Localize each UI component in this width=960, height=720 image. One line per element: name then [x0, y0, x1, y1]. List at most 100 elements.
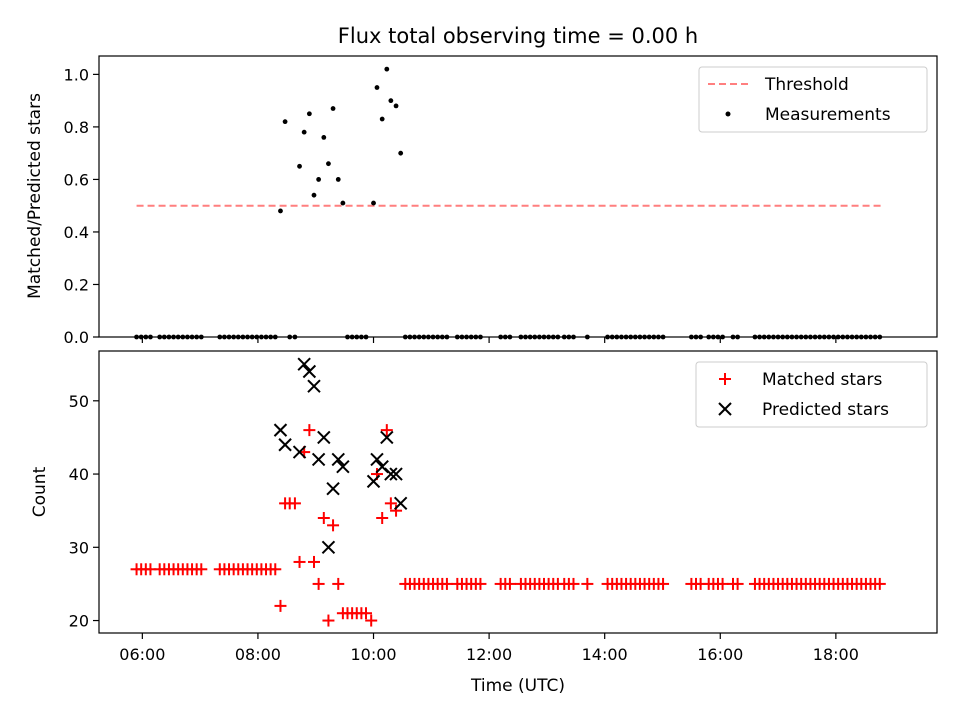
y-tick-label: 0.0 — [64, 328, 89, 347]
matched-star-marker — [581, 577, 594, 590]
matched-star-marker — [474, 577, 487, 590]
matched-star-marker — [288, 497, 301, 510]
matched-star-marker — [716, 577, 729, 590]
matched-star-marker — [567, 577, 580, 590]
measurement-point — [371, 200, 376, 206]
bottom-plot-frame — [98, 350, 938, 634]
legend-measurements-label: Measurements — [765, 105, 891, 125]
measurement-point — [306, 111, 312, 117]
x-axis-label: Time (UTC) — [470, 676, 565, 696]
bottom-y-axis-label: Count — [30, 466, 50, 517]
measurement-point — [393, 103, 399, 109]
predicted-star-marker — [292, 445, 307, 459]
predicted-star-marker — [370, 452, 384, 467]
matched-star-marker — [365, 614, 378, 627]
x-tick-label: 12:00 — [466, 645, 512, 664]
matched-stars-constant-series — [130, 563, 886, 590]
measurement-point — [374, 85, 380, 90]
legend-predicted-label: Predicted stars — [762, 400, 889, 420]
matched-star-marker — [307, 555, 320, 568]
y-tick-label: 0.8 — [64, 118, 89, 137]
predicted-star-marker — [331, 452, 345, 467]
y-tick-label: 30 — [69, 538, 89, 557]
y-tick-label: 20 — [69, 612, 89, 631]
predicted-stars-series — [273, 357, 408, 555]
y-tick-label: 0.2 — [64, 275, 89, 294]
matched-star-marker — [376, 512, 389, 525]
x-tick-label: 14:00 — [582, 645, 628, 664]
matched-star-marker — [269, 563, 282, 576]
matched-star-marker — [274, 599, 287, 612]
x-tick-label: 06:00 — [119, 645, 165, 664]
matched-star-marker — [380, 424, 393, 437]
matched-star-marker — [303, 424, 316, 437]
predicted-star-marker — [336, 460, 350, 474]
top-legend-box — [698, 66, 928, 133]
legend-threshold-label: Threshold — [764, 75, 849, 95]
top-y-axis-label: Matched/Predicted stars — [25, 93, 45, 299]
top-x-ticks — [141, 337, 837, 343]
predicted-star-marker — [278, 438, 292, 452]
predicted-star-marker — [273, 423, 288, 437]
bottom-legend-box — [695, 361, 928, 428]
matched-star-marker — [360, 607, 373, 620]
y-tick-label: 50 — [69, 392, 89, 411]
matched-star-marker — [390, 504, 403, 517]
matched-star-marker — [327, 519, 340, 532]
predicted-star-marker — [297, 357, 311, 371]
predicted-star-marker — [389, 467, 403, 481]
measurement-point — [335, 177, 341, 182]
x-tick-label: 10:00 — [350, 645, 396, 664]
measurement-point — [301, 129, 307, 135]
measurement-point — [278, 208, 283, 214]
top-y-ticks: 0.0 0.2 0.4 0.6 0.8 1.0 — [64, 65, 99, 347]
predicted-star-marker — [317, 430, 331, 445]
x-tick-label: 08:00 — [235, 645, 281, 664]
measurement-point — [388, 98, 394, 104]
bottom-panel: 20 30 40 50 06:00 08:00 10:00 12:00 14:00 16:00 1… — [30, 350, 938, 696]
matched-star-marker — [293, 555, 306, 568]
measurement-point — [311, 192, 317, 198]
measurement-point — [321, 135, 327, 140]
matched-star-marker — [873, 577, 886, 590]
top-panel: 0.0 0.2 0.4 0.6 0.8 1.0 Matched/Predicted sta… — [25, 55, 938, 347]
measurement-point — [398, 150, 404, 156]
matched-star-marker — [440, 577, 453, 590]
predicted-star-marker — [380, 430, 394, 445]
measurement-point — [326, 161, 331, 167]
matched-star-marker — [332, 577, 345, 590]
matched-star-marker — [657, 577, 670, 590]
measurement-point — [379, 116, 385, 122]
measurement-point — [384, 66, 390, 72]
predicted-star-marker — [326, 481, 340, 496]
predicted-star-marker — [307, 379, 321, 393]
measurement-point — [316, 177, 322, 182]
predicted-star-marker — [384, 467, 398, 481]
y-tick-label: 0.6 — [64, 170, 89, 189]
predicted-star-marker — [302, 364, 317, 379]
predicted-star-marker — [366, 474, 381, 489]
matched-star-marker — [731, 577, 744, 590]
matched-star-marker — [317, 512, 330, 525]
measurement-point — [330, 106, 336, 111]
bottom-x-ticks: 06:00 08:00 10:00 12:00 14:00 16:00 18:00 — [119, 633, 859, 664]
legend-measurements-swatch — [725, 111, 731, 117]
bottom-legend: Matched stars Predicted stars — [695, 361, 928, 428]
predicted-star-marker — [393, 496, 408, 511]
top-panel-title: Flux total observing time = 0.00 h — [338, 24, 698, 48]
y-tick-label: 1.0 — [64, 65, 89, 84]
x-tick-label: 18:00 — [813, 645, 859, 664]
x-tick-label: 16:00 — [697, 645, 743, 664]
top-plot-frame — [98, 55, 938, 338]
measurement-point — [282, 119, 288, 125]
legend-predicted-swatch — [718, 402, 732, 416]
matched-star-marker — [503, 577, 516, 590]
measurement-point — [297, 163, 302, 169]
y-tick-label: 40 — [69, 465, 89, 484]
predicted-star-marker — [311, 452, 326, 467]
legend-matched-label: Matched stars — [762, 370, 882, 390]
legend-matched-swatch — [719, 373, 731, 385]
y-tick-label: 0.4 — [64, 223, 89, 242]
top-legend: Threshold Measurements — [698, 66, 928, 133]
